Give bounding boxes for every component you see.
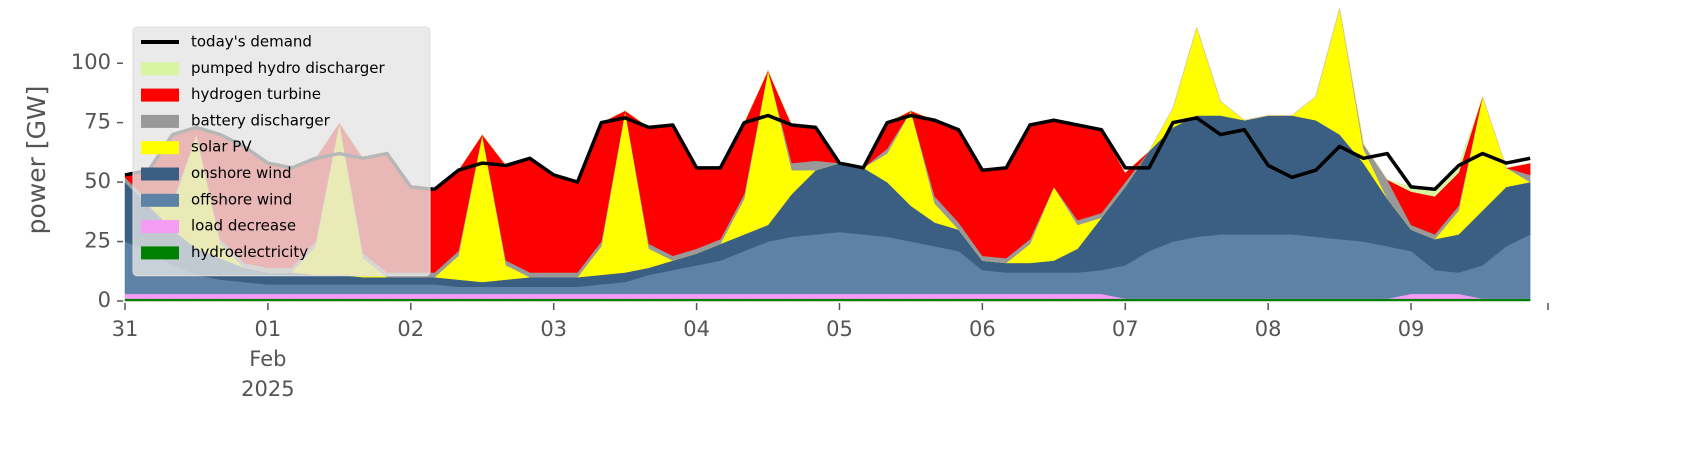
legend-swatch bbox=[141, 193, 179, 207]
x-tick-label: 01 bbox=[255, 317, 282, 341]
legend-label: load decrease bbox=[191, 217, 296, 235]
y-tick-label: 75 bbox=[84, 110, 111, 134]
legend-label: onshore wind bbox=[191, 164, 291, 182]
y-tick-label: 100 bbox=[71, 50, 111, 74]
legend-swatch bbox=[141, 114, 179, 128]
legend-swatch bbox=[141, 246, 179, 260]
x-tick-label: 08 bbox=[1255, 317, 1282, 341]
legend-label: today's demand bbox=[191, 33, 312, 51]
x-tick-label: 03 bbox=[540, 317, 567, 341]
legend-swatch bbox=[141, 88, 179, 102]
y-tick-label: 0 bbox=[98, 288, 111, 312]
legend-swatch bbox=[141, 141, 179, 155]
x-tick-sublabel: Feb bbox=[249, 347, 286, 371]
y-tick-label: 50 bbox=[84, 169, 111, 193]
x-tick-label: 07 bbox=[1112, 317, 1139, 341]
y-axis-label: power [GW] bbox=[22, 86, 51, 235]
area bbox=[124, 298, 1531, 302]
x-tick-label: 06 bbox=[969, 317, 996, 341]
legend-label: pumped hydro discharger bbox=[191, 59, 385, 77]
legend-label: solar PV bbox=[191, 138, 252, 156]
y-tick-label: 25 bbox=[84, 229, 111, 253]
legend-label: offshore wind bbox=[191, 190, 292, 208]
x-tick-label: 09 bbox=[1398, 317, 1425, 341]
x-tick-label: 02 bbox=[397, 317, 424, 341]
legend-swatch bbox=[141, 167, 179, 181]
legend-swatch bbox=[141, 220, 179, 234]
legend: today's demand pumped hydro discharger hyd… bbox=[132, 26, 431, 277]
x-tick-label: 31 bbox=[112, 317, 139, 341]
legend-label: battery discharger bbox=[191, 111, 331, 129]
legend-label: hydroelectricity bbox=[191, 243, 308, 261]
legend-label: hydrogen turbine bbox=[191, 85, 321, 103]
legend-box bbox=[132, 26, 431, 277]
legend-swatch bbox=[141, 62, 179, 76]
x-tick-label: 04 bbox=[683, 317, 710, 341]
x-tick-label: 05 bbox=[826, 317, 853, 341]
x-tick-sublabel: 2025 bbox=[241, 377, 294, 401]
